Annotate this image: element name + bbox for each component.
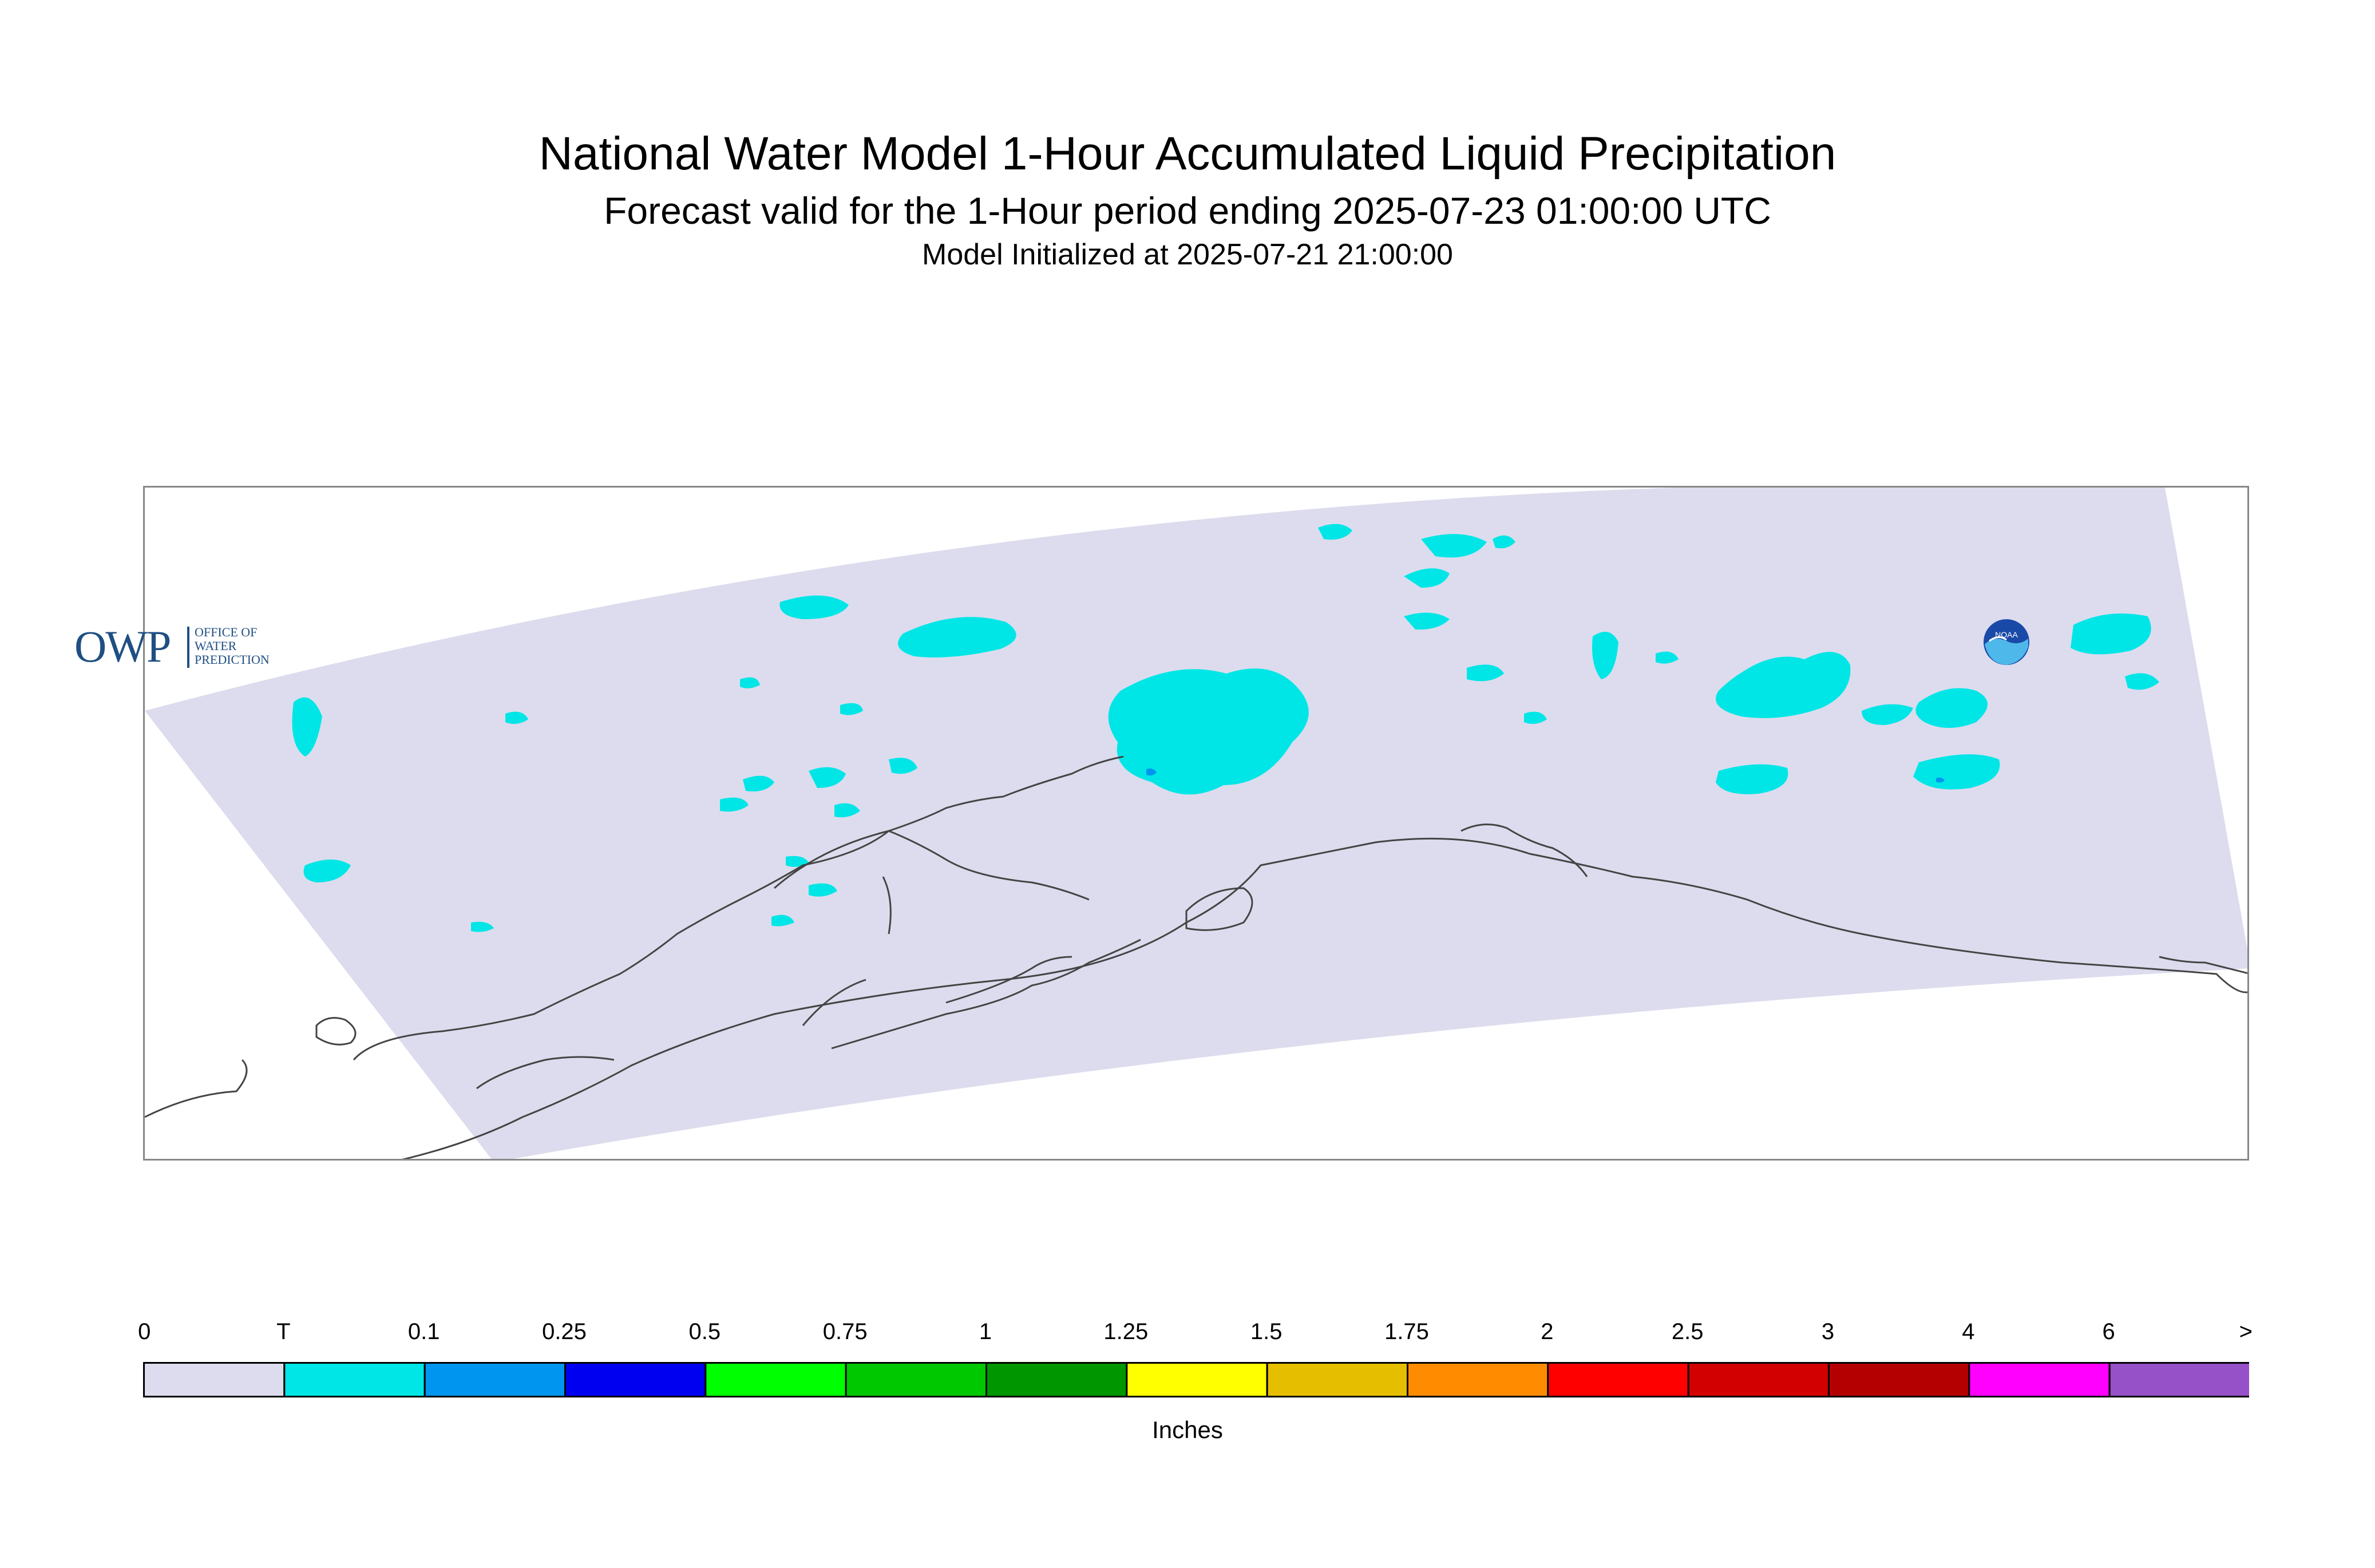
owp-logo-line: WATER [195, 639, 237, 653]
precip-patch [292, 697, 322, 757]
legend-swatch [1687, 1362, 1830, 1397]
precip-patch [1493, 535, 1515, 549]
canada-border [2159, 956, 2247, 975]
precip-patch [779, 595, 849, 619]
precip-patch [771, 914, 794, 926]
norton-sound [476, 1056, 615, 1090]
precip-patch [809, 767, 846, 788]
legend-swatch [2108, 1362, 2249, 1397]
legend-swatch [1547, 1362, 1689, 1397]
owp-logo-line: OFFICE OF [195, 625, 258, 639]
legend-label: 1.5 [1250, 1319, 1282, 1344]
legend-label: 0 [138, 1319, 151, 1344]
legend-swatch [143, 1362, 286, 1397]
legend-swatch [1407, 1362, 1549, 1397]
legend-swatch [423, 1362, 567, 1397]
precip-patch [1716, 764, 1788, 794]
legend-label: 2.5 [1671, 1319, 1704, 1344]
precip-patch [898, 617, 1016, 658]
owp-logo-line: PREDICTION [195, 652, 270, 667]
model-domain [145, 488, 2247, 1159]
owp-logo-caption: OFFICE OF WATER PREDICTION [195, 625, 270, 667]
bering-strait [315, 1017, 357, 1046]
noaa-logo-text: NOAA [1995, 630, 2018, 639]
legend-swatch [985, 1362, 1128, 1397]
alaska-peninsula [831, 939, 1141, 1050]
kuskokwim-coast [802, 876, 1072, 1026]
heavier-precip-patch [1146, 768, 1157, 776]
precip-patch [2125, 673, 2159, 690]
legend-label: T [276, 1319, 291, 1344]
legend-swatch [845, 1362, 988, 1397]
legend-label: 6 [2102, 1319, 2115, 1344]
precip-patch [720, 797, 749, 812]
legend-label: 2 [1541, 1319, 1554, 1344]
precip-patch [505, 711, 528, 724]
noaa-logo: NOAA [1984, 619, 2029, 665]
legend-swatch [1266, 1362, 1409, 1397]
precip-patch [834, 803, 860, 818]
precip-patch [840, 703, 863, 715]
precip-patch [303, 860, 351, 882]
precip-patch [1716, 652, 1851, 718]
owp-logo-divider [187, 627, 189, 668]
map-canvas [145, 488, 2247, 1159]
precip-patch [1404, 612, 1450, 630]
legend-label: 1 [979, 1319, 992, 1344]
precip-patch [1913, 754, 2000, 790]
legend-swatch [704, 1362, 847, 1397]
legend-label: 0.5 [688, 1319, 721, 1344]
map-title: National Water Model 1-Hour Accumulated … [539, 128, 1836, 180]
heavier-precip-areas [1146, 768, 1945, 783]
precip-patch [1421, 534, 1487, 558]
precip-patch [1108, 668, 1309, 795]
precip-patch [1404, 568, 1450, 588]
coastlines [145, 755, 2247, 1159]
precip-patch [1915, 688, 1988, 728]
precip-patch [786, 856, 809, 868]
precip-patch [1318, 524, 1352, 540]
model-initialized-subtitle: Model Initialized at 2025-07-21 21:00:00 [922, 238, 1453, 271]
legend-swatch [283, 1362, 426, 1397]
western-coastline [353, 755, 1124, 1060]
precip-patch [1467, 664, 1504, 682]
precip-patch [1656, 651, 1679, 664]
precip-patch [809, 883, 837, 897]
precip-patch [471, 921, 494, 932]
legend-label: 1.75 [1384, 1319, 1429, 1344]
legend-label: 4 [1962, 1319, 1975, 1344]
legend-label: > [2239, 1319, 2253, 1344]
precip-patch [1592, 632, 1618, 679]
kenai-kodiak [1185, 887, 1253, 931]
prince-william-sound [1460, 823, 1588, 877]
legend-label: 0.25 [542, 1319, 587, 1344]
forecast-valid-subtitle: Forecast valid for the 1-Hour period end… [604, 189, 1771, 232]
precip-patch [1524, 711, 1547, 724]
legend-label: 1.25 [1103, 1319, 1149, 1344]
legend-label: 0.1 [407, 1319, 440, 1344]
alaska-coastline [145, 837, 2247, 1159]
heavier-precip-patch [1936, 777, 1945, 783]
legend-swatch [1968, 1362, 2111, 1397]
owp-logo-text: OWP [74, 621, 171, 671]
legend-label: 3 [1821, 1319, 1835, 1344]
legend-swatch [564, 1362, 707, 1397]
precip-patch [889, 758, 917, 774]
legend-label: 0.75 [822, 1319, 868, 1344]
owp-logo: OWP OFFICE OF WATER PREDICTION [74, 621, 435, 672]
precipitation-legend [143, 1362, 2249, 1397]
yukon-delta [774, 830, 1090, 901]
precip-patch [1862, 704, 1913, 725]
precip-patch [740, 677, 760, 688]
precipitation-map [143, 486, 2249, 1161]
precip-patch [2071, 613, 2151, 655]
precip-patch [986, 634, 1009, 647]
legend-swatch [1828, 1362, 1970, 1397]
legend-unit: Inches [1152, 1416, 1223, 1443]
precip-areas [292, 524, 2159, 932]
legend-swatch [1126, 1362, 1268, 1397]
precip-patch [743, 775, 774, 791]
